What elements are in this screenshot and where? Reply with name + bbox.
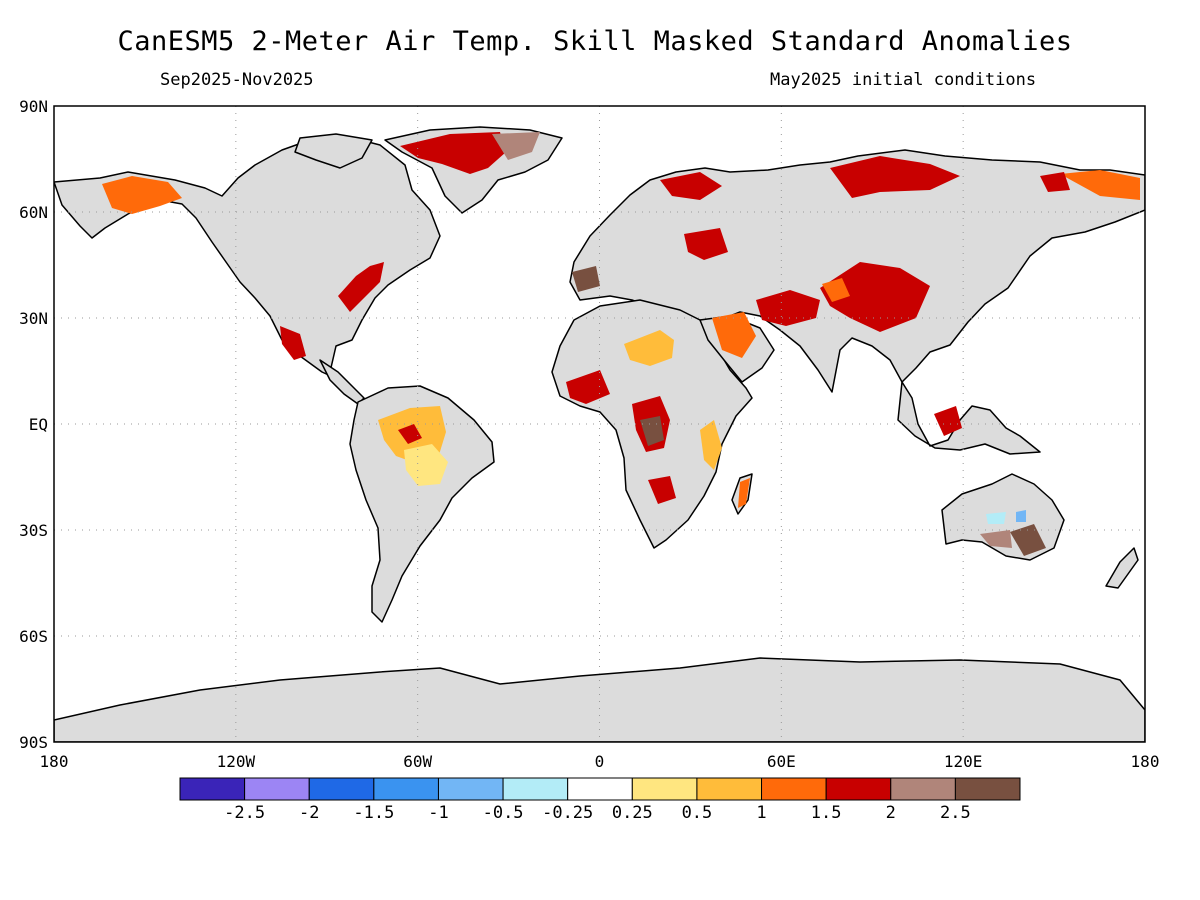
latitude-label: 30N: [19, 309, 48, 328]
colorbar-swatch: [954, 777, 1021, 801]
latitude-label: 90S: [19, 733, 48, 752]
latitude-label: 60S: [19, 627, 48, 646]
arctic-islands: [294, 133, 373, 169]
colorbar-label: -2.5: [224, 803, 265, 823]
colorbar-label: 2.5: [940, 803, 971, 823]
forecast-period: Sep2025-Nov2025: [160, 70, 314, 90]
map-frame: [53, 105, 1146, 743]
colorbar: -2.5 -2 -1.5 -1 -0.5 -0.25 0.25 0.5 1 1.5 2 2.5: [179, 777, 1021, 823]
colorbar-label: -1: [428, 803, 448, 823]
anomaly-greenland-brown: [492, 132, 540, 160]
graticule: [54, 106, 1145, 742]
colorbar-label: 2: [886, 803, 896, 823]
longitude-label: 60E: [767, 752, 796, 771]
anomaly-australia-brown: [980, 530, 1012, 548]
anomaly-borneo: [934, 406, 962, 436]
longitude-label: 180: [1131, 752, 1160, 771]
colorbar-swatch: [308, 777, 375, 801]
anomaly-ne-siberia-red: [1040, 172, 1070, 192]
longitude-labels: 180 120W 60W 0 60E 120E 180: [40, 752, 1160, 771]
colorbar-swatch: [631, 777, 698, 801]
colorbar-label: -0.5: [483, 803, 524, 823]
anomaly-australia-blue2: [1016, 510, 1026, 522]
colorbar-swatch: [244, 777, 310, 801]
longitude-label: 120W: [217, 752, 256, 771]
anomaly-arabia: [712, 312, 756, 358]
initial-conditions: May2025 initial conditions: [770, 70, 1037, 90]
latitude-labels: 90N 60N 30N EQ 30S 60S 90S: [19, 97, 48, 752]
anomaly-greenland-red: [400, 132, 506, 174]
anomaly-amazon-light: [404, 444, 448, 486]
map-title: CanESM5 2-Meter Air Temp. Skill Masked S…: [117, 26, 1073, 57]
colorbar-swatch: [761, 777, 827, 801]
anomaly-east-us: [338, 262, 384, 312]
anomaly-tibet: [820, 262, 930, 332]
anomaly-amazon-red: [398, 424, 422, 444]
colorbar-swatch: [373, 777, 439, 801]
latitude-label: 90N: [19, 97, 48, 116]
anomaly-east-africa: [700, 420, 722, 470]
latitude-label: EQ: [29, 415, 48, 434]
anomaly-alaska: [102, 176, 182, 214]
south-america: [349, 385, 495, 623]
anomaly-ne-siberia: [1060, 170, 1140, 200]
land-layer: [54, 126, 1145, 742]
colorbar-label: -0.25: [542, 803, 593, 823]
longitude-label: 180: [40, 752, 69, 771]
new-zealand: [1105, 547, 1139, 589]
anomaly-russia-west: [684, 228, 728, 260]
colorbar-swatch: [890, 777, 956, 801]
longitude-label: 60W: [403, 752, 432, 771]
latitude-label: 30S: [19, 521, 48, 540]
antarctica: [54, 657, 1145, 742]
anomaly-south-africa: [648, 476, 676, 504]
colorbar-label: -2: [299, 803, 319, 823]
longitude-label: 0: [595, 752, 605, 771]
anomaly-australia-blue: [986, 512, 1006, 524]
anomaly-central-africa-brown: [640, 416, 664, 446]
anomaly-layer: [102, 132, 1140, 556]
anomaly-scandinavia: [660, 172, 722, 200]
central-america: [319, 359, 365, 405]
anomaly-west-africa: [566, 370, 610, 404]
colorbar-label: 1.5: [811, 803, 842, 823]
colorbar-swatch: [825, 777, 892, 801]
colorbar-label: 1: [756, 803, 766, 823]
anomaly-india-pakistan: [756, 290, 820, 326]
anomaly-tibet-orange: [822, 278, 850, 302]
anomaly-iberia: [572, 266, 600, 292]
colorbar-label: 0.5: [682, 803, 713, 823]
colorbar-label: -1.5: [353, 803, 394, 823]
anomaly-se-australia: [1010, 524, 1046, 556]
anomaly-siberia: [830, 156, 960, 198]
colorbar-swatch: [437, 777, 504, 801]
anomaly-sahara: [624, 330, 674, 366]
north-america: [54, 135, 441, 383]
southeast-asia: [897, 381, 1041, 455]
colorbar-swatch: [696, 777, 763, 801]
colorbar-swatch: [179, 777, 246, 801]
latitude-label: 60N: [19, 203, 48, 222]
anomaly-mexico: [280, 326, 306, 360]
longitude-label: 120E: [944, 752, 983, 771]
colorbar-label: 0.25: [612, 803, 653, 823]
colorbar-swatch: [567, 777, 633, 801]
map-plot-area: [54, 106, 1145, 742]
colorbar-swatch: [502, 777, 569, 801]
anomaly-madagascar: [738, 478, 750, 508]
